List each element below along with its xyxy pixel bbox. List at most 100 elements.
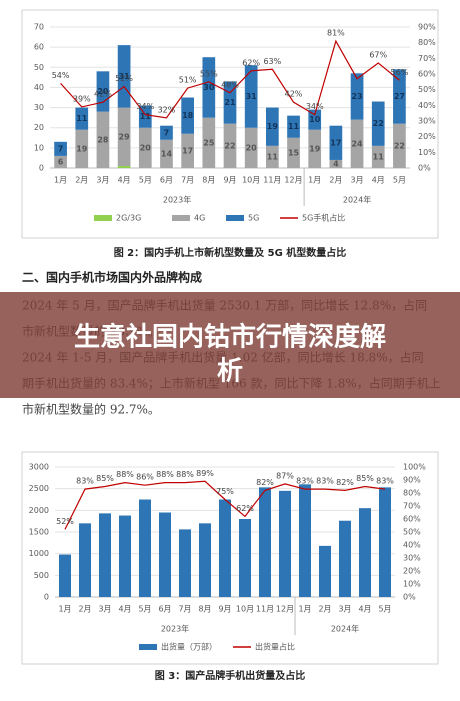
- bar-label: 11: [76, 114, 88, 123]
- line-label: 75%: [216, 487, 234, 496]
- line-label: 56%: [391, 68, 409, 77]
- bar-label: 10: [309, 115, 321, 124]
- bar: [393, 69, 406, 124]
- bar-label: 31: [246, 92, 258, 101]
- line: [64, 480, 386, 530]
- y2-tick-label: 10%: [418, 148, 436, 157]
- bar-label: 20: [97, 87, 109, 96]
- bar: [181, 97, 194, 134]
- x-tick-label: 11月: [263, 176, 281, 185]
- banner: [0, 292, 460, 398]
- line-label: 34%: [306, 102, 324, 111]
- bar-label: 24: [351, 139, 363, 148]
- heading: 二、国内手机市场国内外品牌构成: [22, 270, 202, 285]
- x-tick-label: 8月: [198, 605, 211, 614]
- y2-tick-label: 40%: [403, 541, 421, 550]
- line-label: 88%: [116, 470, 134, 479]
- x-tick-label: 12月: [276, 605, 294, 614]
- legend-swatch: [94, 215, 112, 221]
- x-tick-label: 7月: [178, 605, 191, 614]
- bar-label: 17: [330, 138, 341, 147]
- bar-label: 7: [58, 144, 64, 153]
- bar: [75, 129, 89, 168]
- y-tick-label: 10: [34, 143, 44, 152]
- y2-tick-label: 50%: [418, 85, 436, 94]
- y-tick-label: 40: [34, 83, 44, 92]
- line-label: 88%: [156, 470, 174, 479]
- x-tick-label: 5月: [378, 605, 391, 614]
- bar-label: 11: [140, 112, 152, 121]
- legend-label: 2G/3G: [116, 214, 141, 223]
- y2-tick-label: 60%: [418, 70, 436, 79]
- y2-tick-label: 80%: [418, 38, 436, 47]
- y2-tick-label: 90%: [418, 23, 436, 32]
- bar-label: 23: [351, 92, 362, 101]
- bar-label: 14: [161, 149, 173, 158]
- line-label: 55%: [200, 69, 218, 78]
- x-tick-label: 2月: [78, 605, 91, 614]
- line-label: 63%: [263, 57, 281, 66]
- x-tick-label: 4月: [118, 176, 131, 185]
- y2-tick-label: 70%: [418, 54, 436, 63]
- bar-label: 27: [394, 92, 405, 101]
- banner-title: 生意社国内钴市行情深度解: [74, 322, 386, 353]
- line-label: 83%: [296, 477, 314, 486]
- x-tick-label: 3月: [338, 605, 351, 614]
- bar: [266, 107, 279, 146]
- x-tick-label: 2月: [329, 176, 342, 185]
- bar-label: 22: [394, 141, 405, 150]
- x-group-label: 2023年: [163, 195, 191, 205]
- bar-label: 31: [119, 72, 131, 81]
- line-label: 89%: [196, 469, 214, 478]
- bar: [329, 159, 343, 168]
- x-tick-label: 6月: [158, 605, 171, 614]
- y-tick-label: 3000: [29, 463, 49, 472]
- bar-label: 28: [97, 135, 109, 144]
- x-tick-label: 8月: [202, 176, 215, 185]
- x-tick-label: 4月: [118, 605, 131, 614]
- x-tick-label: 3月: [96, 176, 109, 185]
- x-tick-label: 2月: [318, 605, 331, 614]
- bar: [239, 519, 251, 597]
- bar: [259, 487, 271, 597]
- y2-tick-label: 50%: [403, 528, 421, 537]
- legend-swatch: [172, 215, 190, 221]
- y2-tick-label: 0%: [403, 593, 416, 602]
- line-label: 88%: [176, 470, 194, 479]
- y2-tick-label: 30%: [403, 554, 421, 563]
- banner-title: 析: [217, 357, 243, 387]
- line-label: 82%: [256, 478, 274, 487]
- legend-label: 4G: [194, 214, 205, 223]
- y-tick-label: 500: [34, 571, 49, 580]
- bar: [350, 73, 364, 120]
- bar: [339, 520, 351, 597]
- bar: [308, 129, 322, 168]
- bar-label: 25: [203, 138, 215, 147]
- bar: [379, 487, 391, 597]
- x-tick-label: 1月: [308, 176, 321, 185]
- bar: [75, 107, 89, 130]
- y-tick-label: 2000: [29, 506, 49, 515]
- legend-swatch: [226, 215, 244, 221]
- y2-tick-label: 60%: [403, 515, 421, 524]
- y-tick-label: 1000: [29, 549, 49, 558]
- x-tick-label: 2月: [75, 176, 88, 185]
- bar: [202, 117, 216, 168]
- line-label: 83%: [376, 477, 394, 486]
- line-label: 42%: [94, 90, 112, 99]
- bar-label: 11: [288, 122, 300, 131]
- line-label: 42%: [285, 90, 303, 99]
- y-tick-label: 0: [44, 593, 49, 602]
- line-label: 39%: [73, 94, 91, 103]
- line-label: 51%: [179, 76, 197, 85]
- line-label: 62%: [236, 504, 254, 513]
- line-label: 85%: [356, 474, 374, 483]
- bar-label: 11: [267, 152, 279, 161]
- bar: [350, 119, 364, 168]
- bar: [160, 125, 173, 140]
- bar: [371, 145, 385, 168]
- line-label: 62%: [242, 58, 260, 67]
- bar: [223, 123, 237, 168]
- x-tick-label: 1月: [54, 176, 67, 185]
- y2-tick-label: 100%: [403, 463, 426, 472]
